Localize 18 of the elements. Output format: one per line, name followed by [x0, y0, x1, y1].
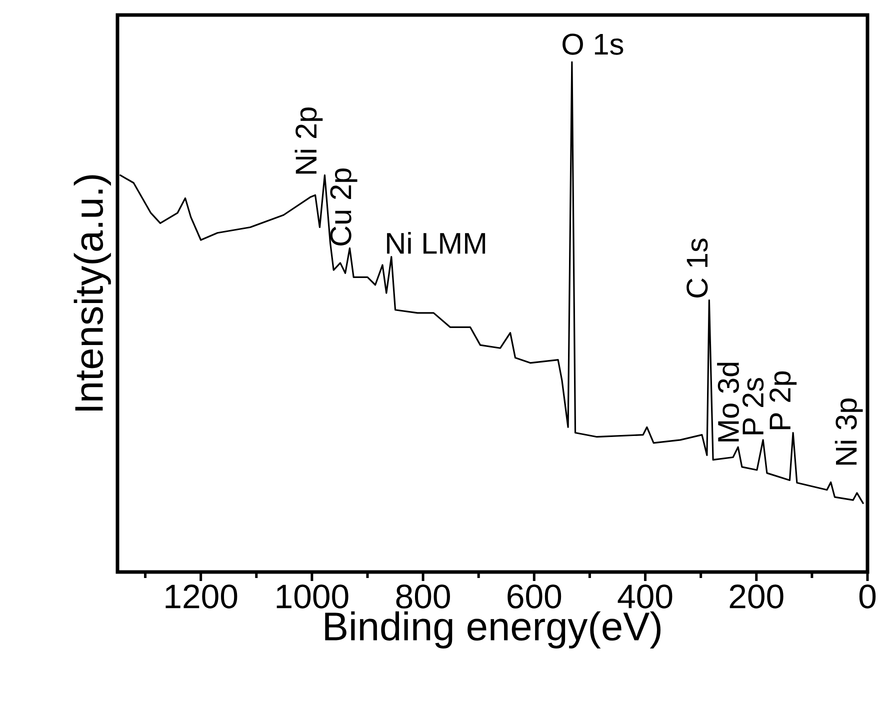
y-axis-title: Intensity(a.u.) — [74, 175, 111, 411]
annotation: Mo 3d — [717, 362, 740, 442]
annotation: C 1s — [686, 238, 708, 298]
x-tick-label: 0 — [859, 584, 876, 608]
annotation: O 1s — [562, 34, 624, 55]
annotation: P 2p — [770, 371, 797, 430]
x-tick-label: 400 — [618, 584, 672, 608]
annotation: P 2s — [742, 378, 764, 434]
x-tick-label: 600 — [508, 584, 562, 608]
annotation: Ni LMM — [387, 232, 486, 254]
x-tick-label: 1200 — [166, 584, 238, 608]
x-tick-label: 800 — [396, 584, 450, 608]
annotation: Cu 2p — [330, 168, 358, 246]
x-axis-title: Binding energy(eV) — [325, 611, 660, 648]
annotation: Ni 3p — [834, 398, 863, 465]
x-tick-label: 1000 — [276, 584, 348, 608]
annotation: Ni 2p — [294, 108, 323, 174]
x-tick-label: 200 — [730, 584, 784, 608]
